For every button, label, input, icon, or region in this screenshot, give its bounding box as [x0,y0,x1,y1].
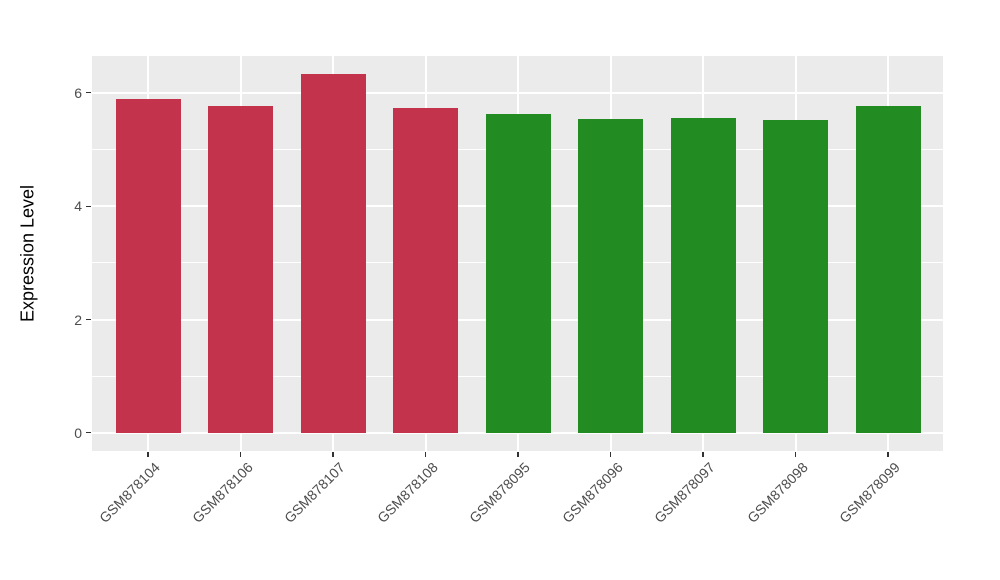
x-axis-tick [794,452,797,457]
x-tick-label: GSM878106 [188,459,256,526]
bar-GSM878095 [485,114,551,433]
y-tick-label: 2 [74,311,82,328]
bar-GSM878099 [855,106,921,433]
y-axis-tick [86,92,91,94]
y-tick-label: 6 [74,84,82,101]
x-axis-tick [609,452,612,457]
x-axis-tick [332,452,334,457]
x-axis-tick [239,452,242,457]
x-axis-tick [702,452,704,457]
y-axis-title: Expression Level [17,184,38,323]
y-axis-tick [86,318,91,321]
x-axis-tick [887,452,889,457]
x-tick-label: GSM878104 [96,459,164,526]
x-axis-tick [147,452,149,457]
y-axis-tick [86,205,91,207]
bar-GSM878107 [300,74,366,433]
bar-GSM878098 [763,120,828,433]
bar-GSM878108 [393,107,458,433]
x-tick-label: GSM878097 [651,459,719,526]
x-tick-label: GSM878099 [836,459,904,526]
x-axis-tick [424,452,427,457]
bar-GSM878096 [578,118,643,433]
bar-GSM878104 [115,98,181,433]
plot-panel [92,56,943,451]
x-tick-label: GSM878098 [743,459,811,526]
x-tick-label: GSM878108 [373,459,441,526]
x-tick-label: GSM878095 [466,459,534,526]
x-tick-label: GSM878096 [558,459,626,526]
bar-GSM878097 [670,118,736,433]
x-axis-tick [517,452,519,457]
y-tick-label: 0 [74,424,82,441]
y-tick-label: 4 [74,198,82,215]
bar-GSM878106 [208,106,273,433]
y-axis-tick [86,432,91,434]
x-tick-label: GSM878107 [281,459,349,526]
